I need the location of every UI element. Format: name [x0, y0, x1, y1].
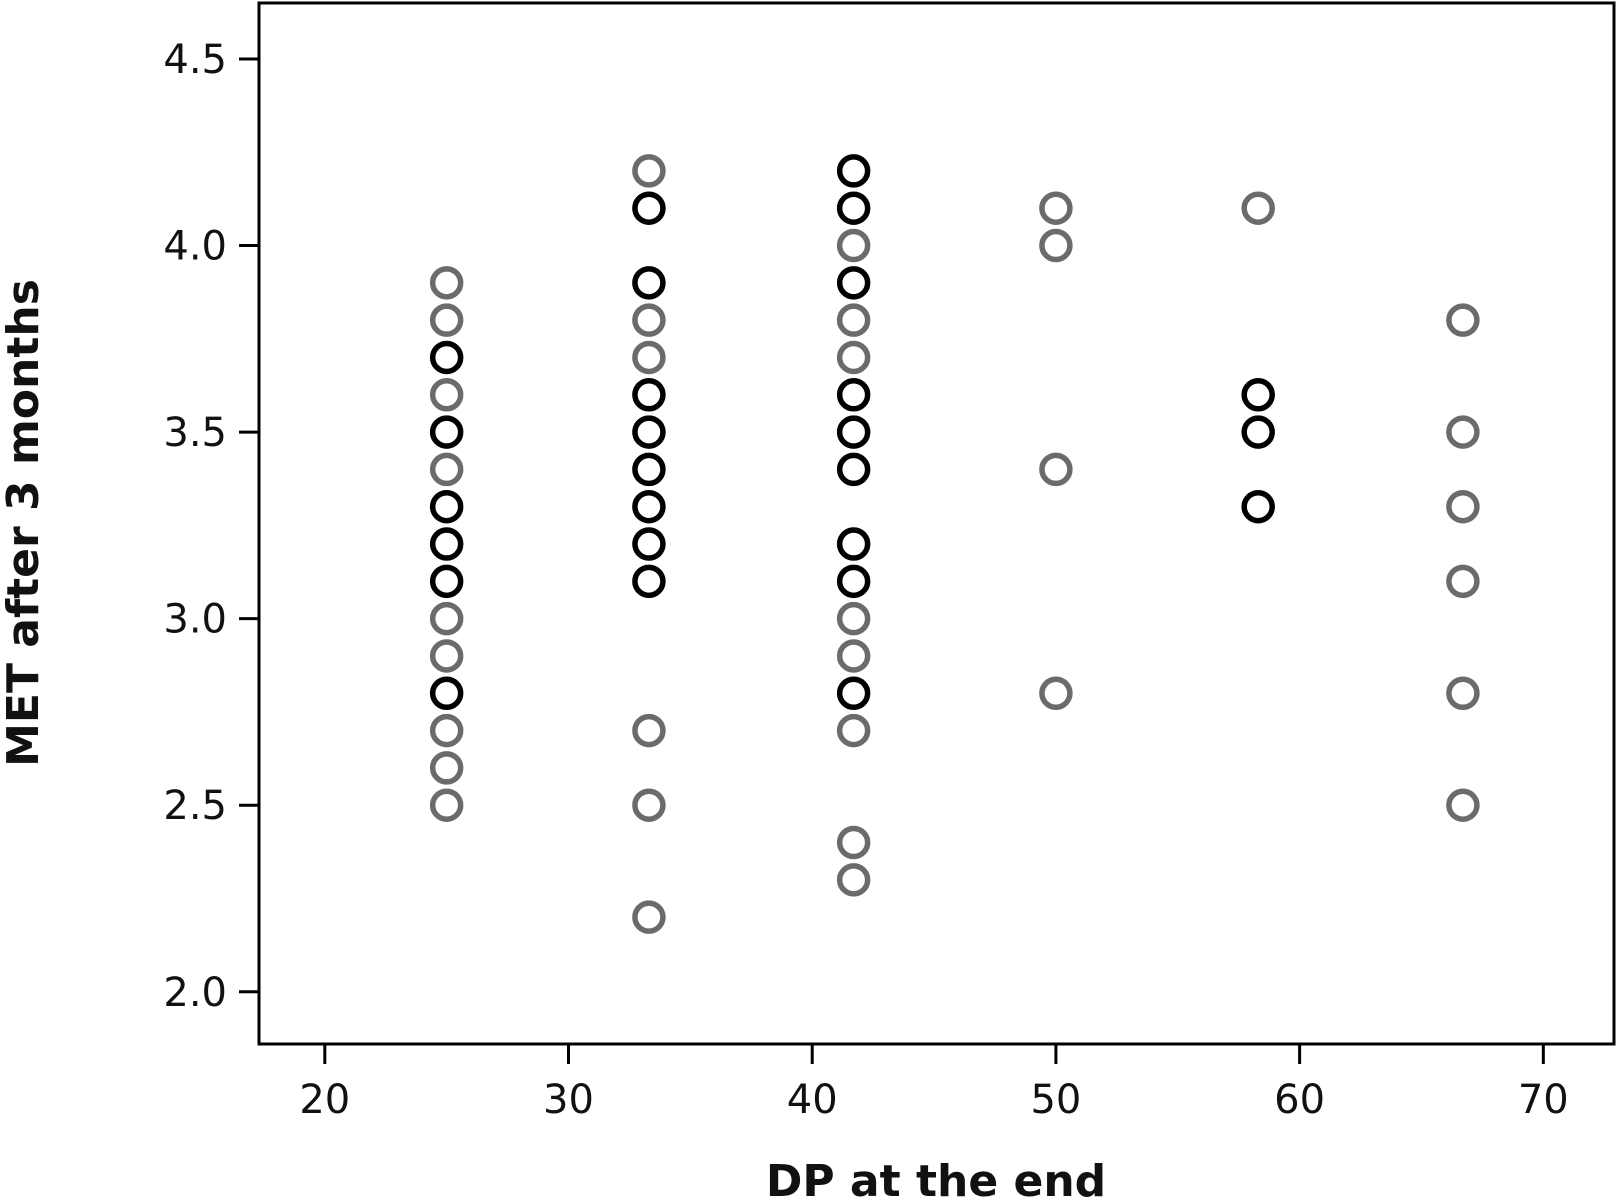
data-point: [836, 303, 871, 337]
data-point: [836, 266, 871, 300]
data-point: [632, 191, 666, 225]
data-point: [632, 489, 666, 524]
data-point: [429, 266, 464, 300]
data-point: [429, 527, 464, 561]
x-tick-label: 70: [1518, 1077, 1569, 1123]
data-point: [632, 527, 666, 561]
x-tick-label: 30: [543, 1077, 594, 1123]
x-tick-label: 60: [1274, 1077, 1325, 1123]
data-point: [1446, 788, 1480, 822]
data-point: [429, 340, 464, 375]
data-point: [632, 900, 666, 934]
data-point: [632, 713, 666, 748]
data-point: [429, 676, 464, 711]
data-point: [836, 601, 871, 636]
data-point: [1446, 676, 1480, 711]
data-point: [836, 191, 871, 225]
data-point: [836, 564, 871, 599]
data-point: [429, 452, 464, 487]
x-tick-label: 50: [1030, 1077, 1081, 1123]
data-point: [1241, 378, 1275, 412]
data-point: [632, 154, 666, 188]
data-point: [1039, 228, 1073, 263]
y-tick-label: 3.5: [163, 410, 227, 456]
data-point: [632, 788, 666, 822]
data-point: [429, 639, 464, 673]
y-tick-label: 2.0: [163, 970, 227, 1016]
data-point: [632, 564, 666, 599]
data-point: [429, 751, 464, 785]
y-tick-label: 4.0: [163, 224, 227, 270]
y-tick-label: 4.5: [163, 37, 227, 83]
data-point: [429, 788, 464, 822]
data-point: [836, 154, 871, 188]
data-point: [429, 601, 464, 636]
y-axis: 2.0 2.5 3.0 3.5 4.0 4.5: [163, 37, 259, 1016]
data-point: [836, 527, 871, 561]
data-point: [1241, 191, 1275, 225]
x-axis: 20 30 40 50 60 70: [299, 1044, 1569, 1123]
data-point: [1039, 452, 1073, 487]
data-point: [836, 415, 871, 449]
data-point: [632, 378, 666, 412]
data-point: [1446, 489, 1480, 524]
data-point: [836, 340, 871, 375]
data-point: [1039, 191, 1073, 225]
data-point: [632, 415, 666, 449]
data-point: [429, 415, 464, 449]
data-point: [836, 825, 871, 860]
x-tick-label: 20: [299, 1077, 350, 1123]
data-point: [632, 266, 666, 300]
y-tick-label: 2.5: [163, 783, 227, 829]
x-tick-label: 40: [787, 1077, 838, 1123]
data-point: [429, 489, 464, 524]
data-point: [632, 452, 666, 487]
data-points: [429, 154, 1480, 934]
data-point: [836, 452, 871, 487]
data-point: [836, 676, 871, 711]
data-point: [836, 228, 871, 263]
data-point: [632, 303, 666, 337]
data-point: [429, 564, 464, 599]
data-point: [1241, 489, 1275, 524]
plot-frame: [257, 1, 1616, 1046]
data-point: [632, 340, 666, 375]
data-point: [429, 713, 464, 748]
data-point: [836, 639, 871, 673]
data-point: [836, 378, 871, 412]
x-axis-label: DP at the end: [766, 1156, 1106, 1201]
data-point: [836, 713, 871, 748]
data-point: [1241, 415, 1275, 449]
y-tick-label: 3.0: [163, 597, 227, 643]
y-axis-label: MET after 3 months: [0, 279, 49, 767]
data-point: [429, 378, 464, 412]
data-point: [1446, 564, 1480, 599]
data-point: [1446, 415, 1480, 449]
data-point: [1446, 303, 1480, 337]
data-point: [429, 303, 464, 337]
data-point: [1039, 676, 1073, 711]
data-point: [836, 863, 871, 897]
